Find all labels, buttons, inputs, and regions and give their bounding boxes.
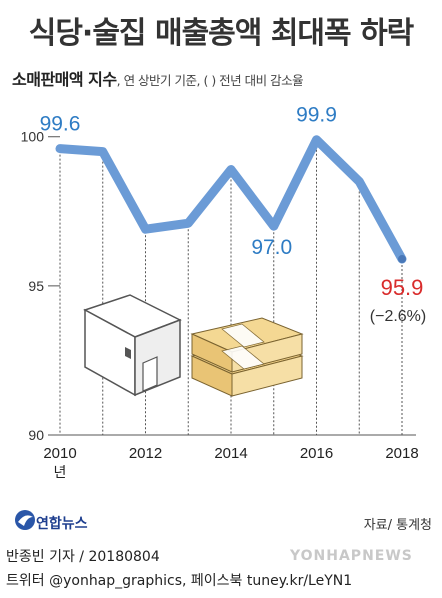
chart-title: 식당·술집 매출총액 최대폭 하락 <box>28 16 415 51</box>
y-tick-label-100: 100 <box>21 129 45 145</box>
grid-layer: 90 95 100 2010 2012 2014 2016 2018 년 <box>21 129 419 481</box>
y-tick-label-95: 95 <box>28 278 44 294</box>
y-tick-label-90: 90 <box>28 427 44 443</box>
logo-text: 연합뉴스 <box>36 516 88 532</box>
byline: 반종빈 기자 / 20180804 <box>6 549 160 565</box>
x-tick-label-2012: 2012 <box>129 445 162 462</box>
subtitle-note: , 연 상반기 기준, ( ) 전년 대비 감소율 <box>116 73 304 88</box>
x-tick-label-2016: 2016 <box>300 445 333 462</box>
label-layer: 99.6 97.0 99.9 95.9 (−2.6%) <box>40 104 427 325</box>
subtitle-main: 소매판매액 지수 <box>12 70 117 89</box>
data-label-2016: 99.9 <box>296 104 337 127</box>
social-links: 트위터 @yonhap_graphics, 페이스북 tuney.kr/LeYN… <box>6 573 353 589</box>
data-label-2010: 99.6 <box>40 113 81 136</box>
yonhap-logo <box>15 510 35 530</box>
data-label-2018: 95.9 <box>381 275 424 300</box>
series-line <box>55 135 407 264</box>
source-note: 자료/ 통계청 <box>363 518 432 533</box>
line-layer <box>55 135 407 264</box>
point-2018 <box>398 255 406 264</box>
x-tick-label-2014: 2014 <box>214 445 247 462</box>
building-illustration <box>83 294 182 397</box>
data-label-2015: 97.0 <box>251 236 292 259</box>
x-unit-label: 년 <box>54 465 67 481</box>
chart-subtitle: 소매판매액 지수, 연 상반기 기준, ( ) 전년 대비 감소율 <box>12 66 437 90</box>
x-tick-label-2010: 2010 <box>43 445 76 462</box>
watermark: YONHAPNEWS <box>290 548 413 564</box>
x-tick-label-2018: 2018 <box>385 445 418 462</box>
change-annotation: (−2.6%) <box>370 308 426 325</box>
money-stack-illustration <box>190 317 304 397</box>
